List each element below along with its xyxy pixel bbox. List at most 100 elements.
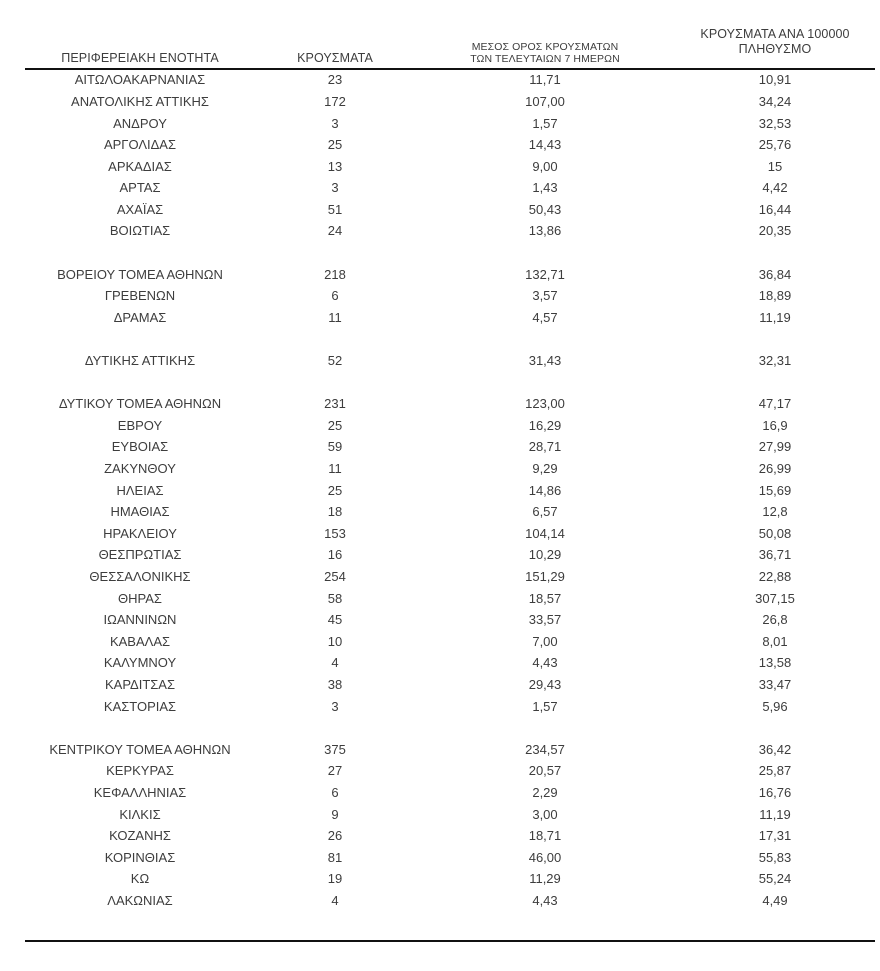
cell-per100k: 34,24 xyxy=(758,93,792,109)
cell-cases: 25 xyxy=(327,417,343,433)
table-row: ΔΡΑΜΑΣ 11 4,57 11,19 xyxy=(25,308,875,330)
cell-avg7days: 9,29 xyxy=(532,461,558,477)
cell-avg7days: 1,57 xyxy=(532,698,558,714)
table-header-row: ΠΕΡΙΦΕΡΕΙΑΚΗ ΕΝΟΤΗΤΑ ΚΡΟΥΣΜΑΤΑ ΜΕΣΟΣ ΟΡΟ… xyxy=(25,14,875,70)
regional-cases-table: ΠΕΡΙΦΕΡΕΙΑΚΗ ΕΝΟΤΗΤΑ ΚΡΟΥΣΜΑΤΑ ΜΕΣΟΣ ΟΡΟ… xyxy=(25,14,875,943)
cell-cases: 4 xyxy=(331,655,339,671)
cell-cases: 11 xyxy=(328,309,342,325)
table-row: ΕΒΡΟΥ 25 16,29 16,9 xyxy=(25,416,875,438)
column-header-per100k: ΚΡΟΥΣΜΑΤΑ ΑΝΑ 100000 ΠΛΗΘΥΣΜΟ xyxy=(675,27,875,65)
cell-cases: 16 xyxy=(327,547,343,563)
table-row: ΚΟΡΙΝΘΙΑΣ 81 46,00 55,83 xyxy=(25,847,875,869)
table-row: ΘΕΣΣΑΛΟΝΙΚΗΣ 254 151,29 22,88 xyxy=(25,567,875,589)
cell-per100k: 36,42 xyxy=(758,741,792,757)
cell-cases: 38 xyxy=(327,676,343,692)
cell-cases: 59 xyxy=(327,439,343,455)
cell-cases: 27 xyxy=(327,763,343,779)
table-bottom-rule xyxy=(25,940,875,943)
cell-avg7days: 14,86 xyxy=(528,482,562,498)
cell-region: ΚΕΝΤΡΙΚΟΥ ΤΟΜΕΑ ΑΘΗΝΩΝ xyxy=(49,741,231,757)
cell-region: ΑΡΓΟΛΙΔΑΣ xyxy=(103,137,177,153)
table-row: ΚΑΣΤΟΡΙΑΣ 3 1,57 5,96 xyxy=(25,696,875,718)
cell-per100k: 32,31 xyxy=(758,353,792,369)
cell-per100k: 33,47 xyxy=(758,676,792,692)
cell-cases: 23 xyxy=(327,72,343,88)
cell-region: ΕΒΡΟΥ xyxy=(117,417,163,433)
cell-avg7days: 123,00 xyxy=(525,396,565,412)
cell-per100k: 55,24 xyxy=(758,871,792,887)
cell-region: ΚΑΣΤΟΡΙΑΣ xyxy=(103,698,177,714)
cell-per100k: 50,08 xyxy=(758,525,792,541)
cell-region: ΑΡΚΑΔΙΑΣ xyxy=(108,158,172,174)
cell-avg7days: 132,71 xyxy=(525,266,565,282)
cell-avg7days: 104,14 xyxy=(525,525,565,541)
cell-region: ΗΜΑΘΙΑΣ xyxy=(110,504,170,520)
cell-per100k: 13,58 xyxy=(758,655,792,671)
cell-region: ΘΕΣΠΡΩΤΙΑΣ xyxy=(98,547,182,563)
cell-per100k: 27,99 xyxy=(758,439,792,455)
cell-region: ΒΟΙΩΤΙΑΣ xyxy=(109,223,171,239)
table-row: ΖΑΚΥΝΘΟΥ 11 9,29 26,99 xyxy=(25,459,875,481)
cell-cases: 25 xyxy=(327,137,343,153)
cell-cases: 25 xyxy=(327,482,343,498)
cell-cases: 24 xyxy=(327,223,343,239)
cell-region: ΚΩ xyxy=(130,871,150,887)
cell-region: ΑΝΑΤΟΛΙΚΗΣ ΑΤΤΙΚΗΣ xyxy=(71,93,209,109)
column-header-cases: ΚΡΟΥΣΜΑΤΑ xyxy=(297,50,373,65)
table-body: ΑΙΤΩΛΟΑΚΑΡΝΑΝΙΑΣ 23 11,71 10,91 ΑΝΑΤΟΛΙΚΗΣ Α… xyxy=(25,70,875,912)
cell-cases: 81 xyxy=(327,849,343,865)
table-row: ΘΗΡΑΣ 58 18,57 307,15 xyxy=(25,588,875,610)
cell-cases: 172 xyxy=(324,93,346,109)
cell-avg7days: 11,29 xyxy=(529,871,561,887)
cell-per100k: 36,84 xyxy=(758,266,792,282)
table-row: ΚΑΒΑΛΑΣ 10 7,00 8,01 xyxy=(25,631,875,653)
cell-cases: 45 xyxy=(327,612,343,628)
cell-region: ΔΥΤΙΚΗΣ ΑΤΤΙΚΗΣ xyxy=(84,353,196,369)
cell-avg7days: 10,29 xyxy=(528,547,562,563)
cell-avg7days: 9,00 xyxy=(532,158,558,174)
cell-cases: 6 xyxy=(331,288,339,304)
cell-avg7days: 3,57 xyxy=(532,288,558,304)
table-row: ΚΙΛΚΙΣ 9 3,00 11,19 xyxy=(25,804,875,826)
cell-cases: 10 xyxy=(327,633,343,649)
cell-cases: 9 xyxy=(331,806,339,822)
cell-region: ΚΑΡΔΙΤΣΑΣ xyxy=(104,676,176,692)
table-row: ΚΩ 19 11,29 55,24 xyxy=(25,869,875,891)
table-row: ΑΡΓΟΛΙΔΑΣ 25 14,43 25,76 xyxy=(25,135,875,157)
cell-region: ΔΡΑΜΑΣ xyxy=(113,309,167,325)
table-row: ΑΙΤΩΛΟΑΚΑΡΝΑΝΙΑΣ 23 11,71 10,91 xyxy=(25,70,875,92)
cell-per100k: 26,99 xyxy=(758,461,792,477)
table-row: ΗΜΑΘΙΑΣ 18 6,57 12,8 xyxy=(25,502,875,524)
group-spacer-row xyxy=(25,372,875,394)
cell-per100k: 32,53 xyxy=(758,115,792,131)
cell-region: ΚΟΡΙΝΘΙΑΣ xyxy=(104,849,176,865)
cell-per100k: 47,17 xyxy=(758,396,792,412)
cell-per100k: 16,44 xyxy=(758,201,792,217)
column-header-per100k-line1: ΚΡΟΥΣΜΑΤΑ ΑΝΑ 100000 xyxy=(700,27,850,42)
cell-region: ΑΧΑΪΑΣ xyxy=(116,201,164,217)
cell-region: ΕΥΒΟΙΑΣ xyxy=(111,439,169,455)
table-row: ΑΝΑΤΟΛΙΚΗΣ ΑΤΤΙΚΗΣ 172 107,00 34,24 xyxy=(25,92,875,114)
group-spacer-row xyxy=(25,718,875,740)
cell-region: ΚΑΒΑΛΑΣ xyxy=(109,633,171,649)
cell-avg7days: 33,57 xyxy=(528,612,562,628)
cell-region: ΘΗΡΑΣ xyxy=(118,590,162,606)
cell-avg7days: 7,00 xyxy=(532,633,558,649)
table-row: ΑΧΑΪΑΣ 51 50,43 16,44 xyxy=(25,200,875,222)
cell-avg7days: 4,43 xyxy=(532,892,558,908)
cell-cases: 11 xyxy=(328,461,342,477)
table-row: ΑΝΔΡΟΥ 3 1,57 32,53 xyxy=(25,113,875,135)
cell-avg7days: 1,43 xyxy=(532,180,558,196)
column-header-per100k-line2: ΠΛΗΘΥΣΜΟ xyxy=(738,41,812,56)
cell-region: ΑΡΤΑΣ xyxy=(119,180,161,196)
table-row: ΓΡΕΒΕΝΩΝ 6 3,57 18,89 xyxy=(25,286,875,308)
cell-avg7days: 3,00 xyxy=(532,806,558,822)
cell-cases: 6 xyxy=(331,784,339,800)
cell-per100k: 15 xyxy=(767,158,783,174)
cell-per100k: 16,9 xyxy=(762,417,788,433)
cell-region: ΙΩΑΝΝΙΝΩΝ xyxy=(103,612,177,628)
table-row: ΚΟΖΑΝΗΣ 26 18,71 17,31 xyxy=(25,826,875,848)
cell-cases: 231 xyxy=(324,396,346,412)
cell-per100k: 10,91 xyxy=(758,72,792,88)
